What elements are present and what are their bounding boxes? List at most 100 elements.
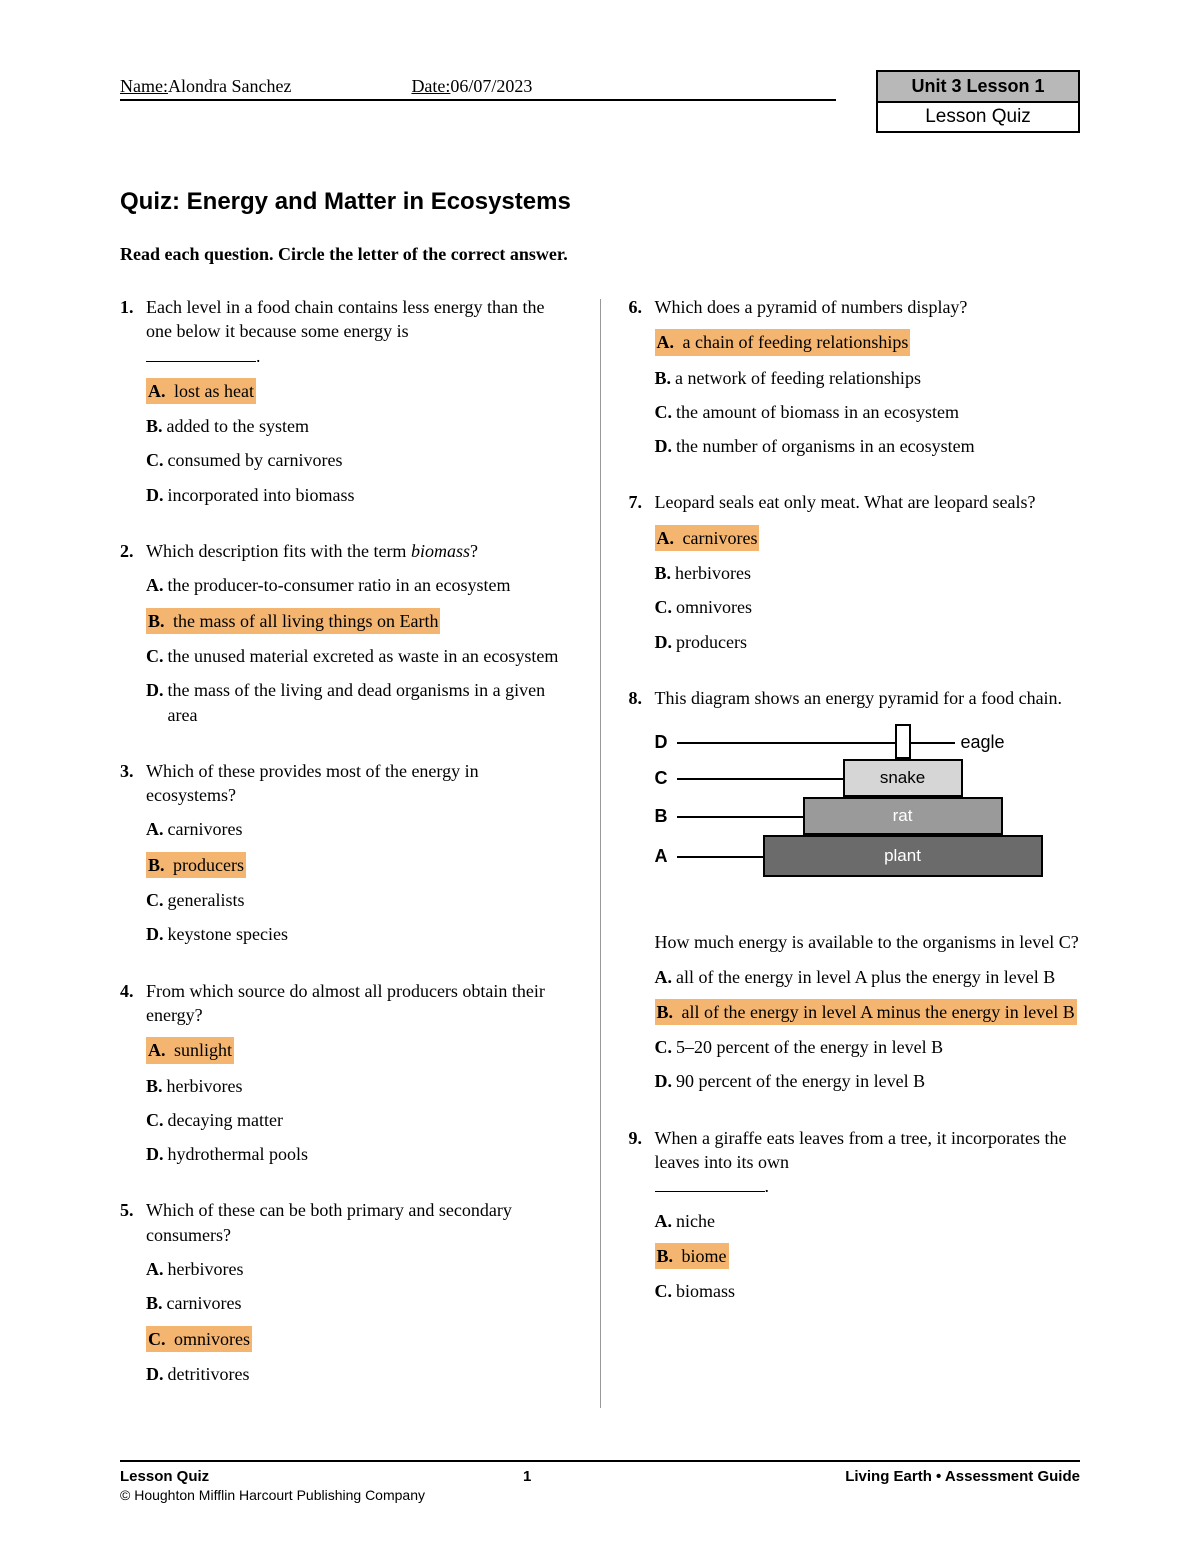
answer-choice[interactable]: A. carnivores: [655, 525, 1081, 551]
answer-choice[interactable]: A. carnivores: [146, 817, 572, 841]
choice-text: omnivores: [174, 1329, 250, 1349]
instructions: Read each question. Circle the letter of…: [120, 244, 1080, 265]
question: 4.From which source do almost all produc…: [120, 979, 572, 1177]
answer-choice[interactable]: B. the mass of all living things on Eart…: [146, 608, 572, 634]
choice-text: hydrothermal pools: [168, 1142, 308, 1166]
choice-letter: C.: [148, 1329, 170, 1349]
answer-choice[interactable]: A. lost as heat: [146, 378, 572, 404]
answer-choice[interactable]: B. a network of feeding relationships: [655, 366, 1081, 390]
answer-choice[interactable]: B. added to the system: [146, 414, 572, 438]
question-body: From which source do almost all producer…: [146, 979, 572, 1177]
question: 1.Each level in a food chain contains le…: [120, 295, 572, 517]
answer-choice[interactable]: C. the amount of biomass in an ecosystem: [655, 400, 1081, 424]
answer-choice[interactable]: D. hydrothermal pools: [146, 1142, 572, 1166]
answer-choice[interactable]: C. generalists: [146, 888, 572, 912]
question-number: 2.: [120, 539, 146, 737]
pyramid-block-snake: snake: [843, 759, 963, 797]
pyramid-side-label-eagle: eagle: [961, 730, 1005, 754]
choice-letter: C.: [146, 644, 164, 668]
answer-choice[interactable]: A. all of the energy in level A plus the…: [655, 965, 1081, 989]
choice-text: carnivores: [168, 817, 243, 841]
answer-choice[interactable]: C. decaying matter: [146, 1108, 572, 1132]
choice-text: keystone species: [168, 922, 288, 946]
answer-choice[interactable]: C. omnivores: [655, 595, 1081, 619]
answer-choice[interactable]: A. herbivores: [146, 1257, 572, 1281]
choice-letter: D.: [655, 434, 673, 458]
answer-choice[interactable]: A. a chain of feeding relationships: [655, 329, 1081, 355]
question: 7.Leopard seals eat only meat. What are …: [629, 490, 1081, 663]
answer-choice[interactable]: A. the producer-to-consumer ratio in an …: [146, 573, 572, 597]
footer-page-number: 1: [523, 1468, 531, 1485]
answer-choice[interactable]: B. carnivores: [146, 1291, 572, 1315]
pyramid-block-plant: plant: [763, 835, 1043, 877]
choice-text: omnivores: [676, 595, 752, 619]
pyramid-leader-line: [677, 742, 955, 744]
footer: Lesson Quiz 1 Living Earth • Assessment …: [120, 1460, 1080, 1503]
answer-choice[interactable]: D. the mass of the living and dead organ…: [146, 678, 572, 727]
choice-letter: D.: [146, 483, 164, 507]
footer-right: Living Earth • Assessment Guide: [845, 1468, 1080, 1485]
answer-choice[interactable]: C. omnivores: [146, 1326, 572, 1352]
question-body: When a giraffe eats leaves from a tree, …: [655, 1126, 1081, 1314]
choice-letter: B.: [657, 1246, 678, 1266]
choice-text: sunlight: [174, 1040, 232, 1060]
choice-letter: D.: [655, 630, 673, 654]
choice-letter: C.: [655, 400, 673, 424]
question-text: Which of these can be both primary and s…: [146, 1198, 572, 1247]
answer-choice[interactable]: D. detritivores: [146, 1362, 572, 1386]
question-text: Leopard seals eat only meat. What are le…: [655, 490, 1081, 514]
choice-letter: A.: [146, 1257, 164, 1281]
unit-box: Unit 3 Lesson 1 Lesson Quiz: [876, 70, 1080, 133]
question-columns: 1.Each level in a food chain contains le…: [120, 295, 1080, 1418]
choice-letter: B.: [146, 1074, 163, 1098]
choice-text: decaying matter: [168, 1108, 283, 1132]
answer-choice[interactable]: B. herbivores: [655, 561, 1081, 585]
question-number: 8.: [629, 686, 655, 1104]
choice-text: biome: [682, 1246, 727, 1266]
answer-choice[interactable]: D. incorporated into biomass: [146, 483, 572, 507]
choice-letter: A.: [655, 965, 673, 989]
choice-letter: A.: [148, 381, 170, 401]
quiz-title: Quiz: Energy and Matter in Ecosystems: [120, 188, 1080, 216]
answer-choice[interactable]: B. biome: [655, 1243, 1081, 1269]
pyramid-level-label: B: [655, 804, 668, 828]
choice-text: 5–20 percent of the energy in level B: [676, 1035, 943, 1059]
question-text: Each level in a food chain contains less…: [146, 295, 572, 368]
answer-choice[interactable]: D. keystone species: [146, 922, 572, 946]
answer-choice[interactable]: B. all of the energy in level A minus th…: [655, 999, 1081, 1025]
pyramid-level-label: D: [655, 730, 668, 754]
fill-blank: [655, 1177, 765, 1192]
question-number: 5.: [120, 1198, 146, 1396]
answer-choice[interactable]: D. producers: [655, 630, 1081, 654]
choice-text: lost as heat: [174, 381, 254, 401]
choice-text: the amount of biomass in an ecosystem: [676, 400, 959, 424]
column-divider: [600, 299, 601, 1408]
name-date-line: Name: Alondra Sanchez Date: 06/07/2023: [120, 76, 836, 101]
choice-text: herbivores: [168, 1257, 244, 1281]
answer-choice[interactable]: D. 90 percent of the energy in level B: [655, 1069, 1081, 1093]
choice-letter: D.: [146, 678, 164, 702]
pyramid-leader-line: [677, 856, 763, 858]
choice-letter: A.: [655, 1209, 673, 1233]
answer-choice[interactable]: C. 5–20 percent of the energy in level B: [655, 1035, 1081, 1059]
pyramid-leader-line: [677, 816, 803, 818]
question-body: Each level in a food chain contains less…: [146, 295, 572, 517]
choice-letter: D.: [146, 922, 164, 946]
choice-text: biomass: [676, 1279, 735, 1303]
choice-letter: A.: [657, 332, 679, 352]
question-text: Which of these provides most of the ener…: [146, 759, 572, 808]
answer-choice[interactable]: A. niche: [655, 1209, 1081, 1233]
choice-text: carnivores: [167, 1291, 242, 1315]
question: 2.Which description fits with the term b…: [120, 539, 572, 737]
answer-choice[interactable]: B. herbivores: [146, 1074, 572, 1098]
question: 9.When a giraffe eats leaves from a tree…: [629, 1126, 1081, 1314]
answer-choice[interactable]: D. the number of organisms in an ecosyst…: [655, 434, 1081, 458]
answer-choice[interactable]: C. biomass: [655, 1279, 1081, 1303]
answer-choice[interactable]: B. producers: [146, 852, 572, 878]
name-value: Alondra Sanchez: [168, 76, 291, 97]
answer-choice[interactable]: C. consumed by carnivores: [146, 448, 572, 472]
answer-choice[interactable]: C. the unused material excreted as waste…: [146, 644, 572, 668]
choice-text: 90 percent of the energy in level B: [676, 1069, 925, 1093]
answer-choice[interactable]: A. sunlight: [146, 1037, 572, 1063]
date-label: Date:: [411, 76, 450, 97]
